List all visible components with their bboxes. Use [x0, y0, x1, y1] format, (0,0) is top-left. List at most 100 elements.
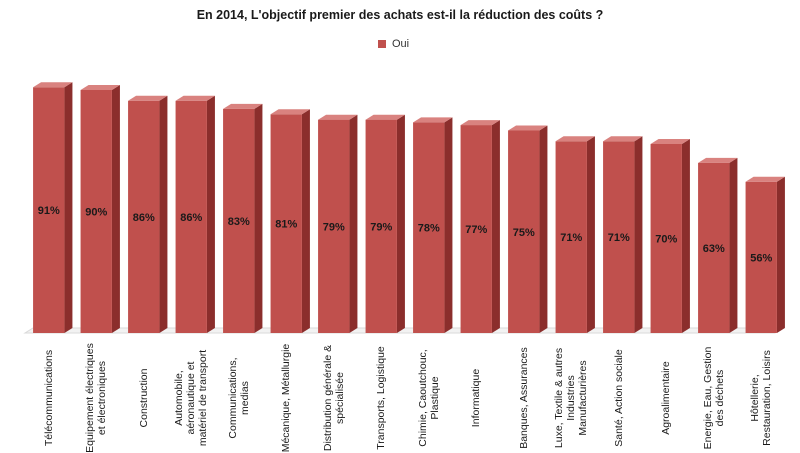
legend: Oui [378, 38, 409, 50]
bar [128, 100, 160, 333]
category-label: Agroalimentaire [660, 361, 673, 435]
category-label: Communications, medias [226, 357, 251, 439]
bar [460, 125, 492, 333]
bar-side [491, 120, 500, 333]
bar-top [555, 136, 595, 142]
category-label: Transports, Logistique [375, 346, 388, 450]
bar-group [698, 157, 738, 333]
bar-group [508, 125, 548, 333]
bar [318, 119, 350, 333]
bar-top [413, 117, 453, 123]
data-label: 71% [560, 232, 582, 244]
data-label: 70% [655, 234, 677, 246]
data-label: 56% [750, 252, 772, 264]
data-label: 78% [418, 223, 440, 235]
bar-side [206, 95, 215, 333]
bar-side [539, 125, 548, 333]
data-label: 63% [703, 243, 725, 255]
bar-side [396, 114, 405, 333]
bar [80, 90, 112, 333]
category-label: Distribution générale & spécialisée [321, 344, 346, 452]
bar-side [349, 114, 358, 333]
data-label: 91% [38, 205, 60, 217]
bar-top [223, 103, 263, 109]
data-label: 75% [513, 227, 535, 239]
category-label: Energie, Eau, Gestion des déchets [701, 346, 726, 450]
data-label: 79% [370, 221, 392, 233]
bar-top [270, 109, 310, 115]
bar-side [64, 82, 73, 333]
category-label: Equipement électriques et électroniques [84, 343, 109, 453]
data-label: 71% [608, 232, 630, 244]
bar-group [650, 139, 690, 333]
data-label: 83% [228, 216, 250, 228]
bar-top [365, 114, 405, 120]
category-label: Banques, Assurances [517, 347, 530, 449]
bar-group [128, 95, 168, 333]
bar [270, 114, 302, 333]
data-label: 90% [85, 207, 107, 219]
bar [603, 141, 635, 333]
bar-top [33, 82, 73, 88]
bar-group [33, 82, 73, 333]
bar-group [555, 136, 595, 333]
category-label: Télécommunications [42, 349, 55, 447]
bar-side [586, 136, 595, 333]
bar-group [318, 114, 358, 333]
bar-top [508, 125, 548, 131]
category-label: Luxe, Textile & autres Industries Manufa… [553, 347, 590, 449]
bar-top [698, 157, 738, 163]
bar-top [745, 176, 785, 182]
bar-side [729, 157, 738, 333]
bar-group [365, 114, 405, 333]
bar [650, 144, 682, 333]
bar-side [634, 136, 643, 333]
bar-side [681, 139, 690, 333]
category-label: Informatique [470, 368, 483, 428]
bar [413, 122, 445, 334]
bar [698, 162, 730, 333]
bar-top [128, 95, 168, 101]
category-label: Automobile, aéronautique et matériel de … [173, 349, 210, 447]
bar-side [111, 85, 120, 333]
data-label: 81% [275, 219, 297, 231]
bar-side [301, 109, 310, 333]
legend-swatch [378, 40, 386, 48]
bar-top [318, 114, 358, 120]
bar-top [175, 95, 215, 101]
bar-group [223, 103, 263, 334]
bar-top [460, 120, 500, 126]
bar [508, 130, 540, 333]
bar-side [254, 103, 263, 334]
bar-group [175, 95, 215, 333]
category-label: Santé, Action sociale [612, 349, 625, 447]
data-label: 79% [323, 221, 345, 233]
bar [175, 100, 207, 333]
bar [365, 119, 397, 333]
bar-group [603, 136, 643, 333]
bar [33, 87, 65, 333]
legend-label: Oui [392, 38, 410, 50]
bar-group [745, 176, 785, 333]
bar [555, 141, 587, 333]
chart-title: En 2014, L'objectif premier des achats e… [196, 8, 604, 22]
category-label: Mécanique, Métallurgie [280, 343, 293, 453]
bar-group [413, 117, 453, 334]
category-label: Chimie, Caoutchouc, Plastique [416, 349, 441, 447]
bar-side [776, 176, 785, 333]
bar-top [603, 136, 643, 142]
bar-group [460, 120, 500, 333]
data-label: 86% [180, 212, 202, 224]
category-label: Hôtellerie, Restauration, Loisirs [749, 350, 774, 446]
bar-group [270, 109, 310, 333]
bar-side [444, 117, 453, 334]
data-label: 77% [465, 224, 487, 236]
data-label: 86% [133, 212, 155, 224]
bar-top [650, 139, 690, 144]
category-label: Construction [137, 368, 150, 428]
bar-group [80, 85, 120, 333]
bar [223, 108, 255, 334]
bar-top [80, 85, 120, 90]
bar [745, 181, 777, 333]
